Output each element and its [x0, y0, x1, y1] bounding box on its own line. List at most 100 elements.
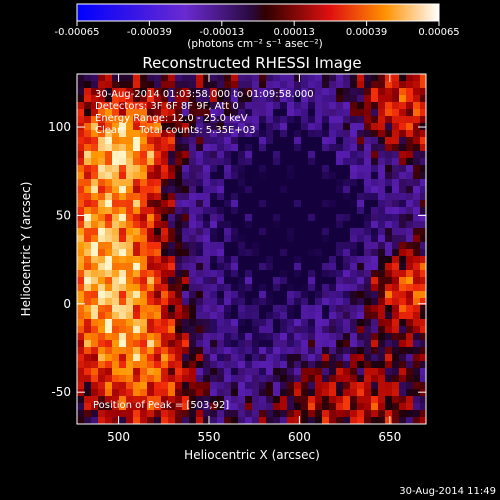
heatmap-cell — [308, 228, 315, 235]
heatmap-cell — [378, 305, 385, 312]
heatmap-cell — [357, 144, 364, 151]
heatmap-cell — [378, 123, 385, 130]
heatmap-cell — [147, 144, 154, 151]
heatmap-cell — [259, 123, 266, 130]
heatmap-cell — [308, 165, 315, 172]
heatmap-cell — [133, 81, 140, 88]
heatmap-cell — [168, 144, 175, 151]
heatmap-cell — [105, 256, 112, 263]
heatmap-cell — [420, 403, 426, 410]
heatmap-cell — [84, 284, 91, 291]
heatmap-cell — [329, 312, 336, 319]
heatmap-cell — [196, 347, 203, 354]
heatmap-cell — [315, 249, 322, 256]
heatmap-cell — [420, 228, 426, 235]
heatmap-cell — [238, 284, 245, 291]
heatmap-cell — [182, 410, 189, 417]
heatmap-cell — [294, 158, 301, 165]
heatmap-cell — [364, 193, 371, 200]
heatmap-cell — [210, 305, 217, 312]
heatmap-cell — [406, 347, 413, 354]
heatmap-cell — [175, 340, 182, 347]
heatmap-cell — [91, 375, 98, 382]
heatmap-cell — [301, 74, 308, 81]
heatmap-cell — [392, 165, 399, 172]
heatmap-cell — [140, 305, 147, 312]
heatmap-cell — [287, 130, 294, 137]
heatmap-cell — [350, 354, 357, 361]
heatmap-cell — [294, 228, 301, 235]
heatmap-cell — [315, 123, 322, 130]
heatmap-cell — [196, 375, 203, 382]
heatmap-cell — [112, 375, 119, 382]
heatmap-cell — [259, 144, 266, 151]
heatmap-cell — [91, 389, 98, 396]
heatmap-cell — [350, 340, 357, 347]
heatmap-cell — [301, 298, 308, 305]
heatmap-cell — [315, 333, 322, 340]
heatmap-cell — [182, 151, 189, 158]
heatmap-cell — [175, 298, 182, 305]
heatmap-cell — [147, 137, 154, 144]
heatmap-cell — [217, 326, 224, 333]
heatmap-cell — [119, 249, 126, 256]
heatmap-cell — [357, 214, 364, 221]
heatmap-cell — [140, 291, 147, 298]
heatmap-cell — [406, 81, 413, 88]
heatmap-cell — [308, 137, 315, 144]
heatmap-cell — [385, 354, 392, 361]
heatmap-cell — [336, 151, 343, 158]
heatmap-cell — [119, 172, 126, 179]
heatmap-cell — [378, 95, 385, 102]
heatmap-cell — [189, 305, 196, 312]
heatmap-cell — [294, 347, 301, 354]
heatmap-cell — [294, 298, 301, 305]
heatmap-cell — [126, 354, 133, 361]
heatmap-cell — [343, 74, 350, 81]
heatmap-cell — [385, 109, 392, 116]
heatmap-cell — [112, 326, 119, 333]
heatmap-cell — [308, 109, 315, 116]
heatmap-cell — [203, 291, 210, 298]
heatmap-cell — [140, 81, 147, 88]
heatmap-cell — [224, 74, 231, 81]
heatmap-cell — [182, 249, 189, 256]
heatmap-cell — [119, 382, 126, 389]
heatmap-cell — [329, 284, 336, 291]
heatmap-cell — [371, 123, 378, 130]
heatmap-cell — [378, 291, 385, 298]
heatmap-cell — [105, 242, 112, 249]
heatmap-cell — [147, 340, 154, 347]
heatmap-cell — [420, 354, 426, 361]
heatmap-cell — [406, 109, 413, 116]
heatmap-cell — [406, 375, 413, 382]
heatmap-cell — [392, 221, 399, 228]
heatmap-cell — [343, 270, 350, 277]
heatmap-cell — [91, 403, 98, 410]
heatmap-cell — [231, 361, 238, 368]
heatmap-cell — [420, 172, 426, 179]
heatmap-cell — [385, 319, 392, 326]
heatmap-cell — [147, 186, 154, 193]
heatmap-cell — [175, 207, 182, 214]
heatmap-cell — [385, 375, 392, 382]
heatmap-cell — [329, 396, 336, 403]
heatmap-cell — [273, 193, 280, 200]
colorbar-tick-label: -0.00039 — [127, 27, 172, 38]
heatmap-cell — [245, 81, 252, 88]
heatmap-cell — [280, 95, 287, 102]
heatmap-cell — [266, 207, 273, 214]
heatmap-cell — [252, 375, 259, 382]
heatmap-cell — [357, 410, 364, 417]
heatmap-cell — [238, 130, 245, 137]
heatmap-cell — [371, 165, 378, 172]
heatmap-cell — [280, 410, 287, 417]
heatmap-cell — [252, 144, 259, 151]
heatmap-cell — [147, 410, 154, 417]
heatmap-cell — [210, 375, 217, 382]
heatmap-cell — [287, 249, 294, 256]
heatmap-cell — [350, 151, 357, 158]
heatmap-cell — [175, 382, 182, 389]
heatmap-cell — [210, 326, 217, 333]
heatmap-cell — [133, 130, 140, 137]
